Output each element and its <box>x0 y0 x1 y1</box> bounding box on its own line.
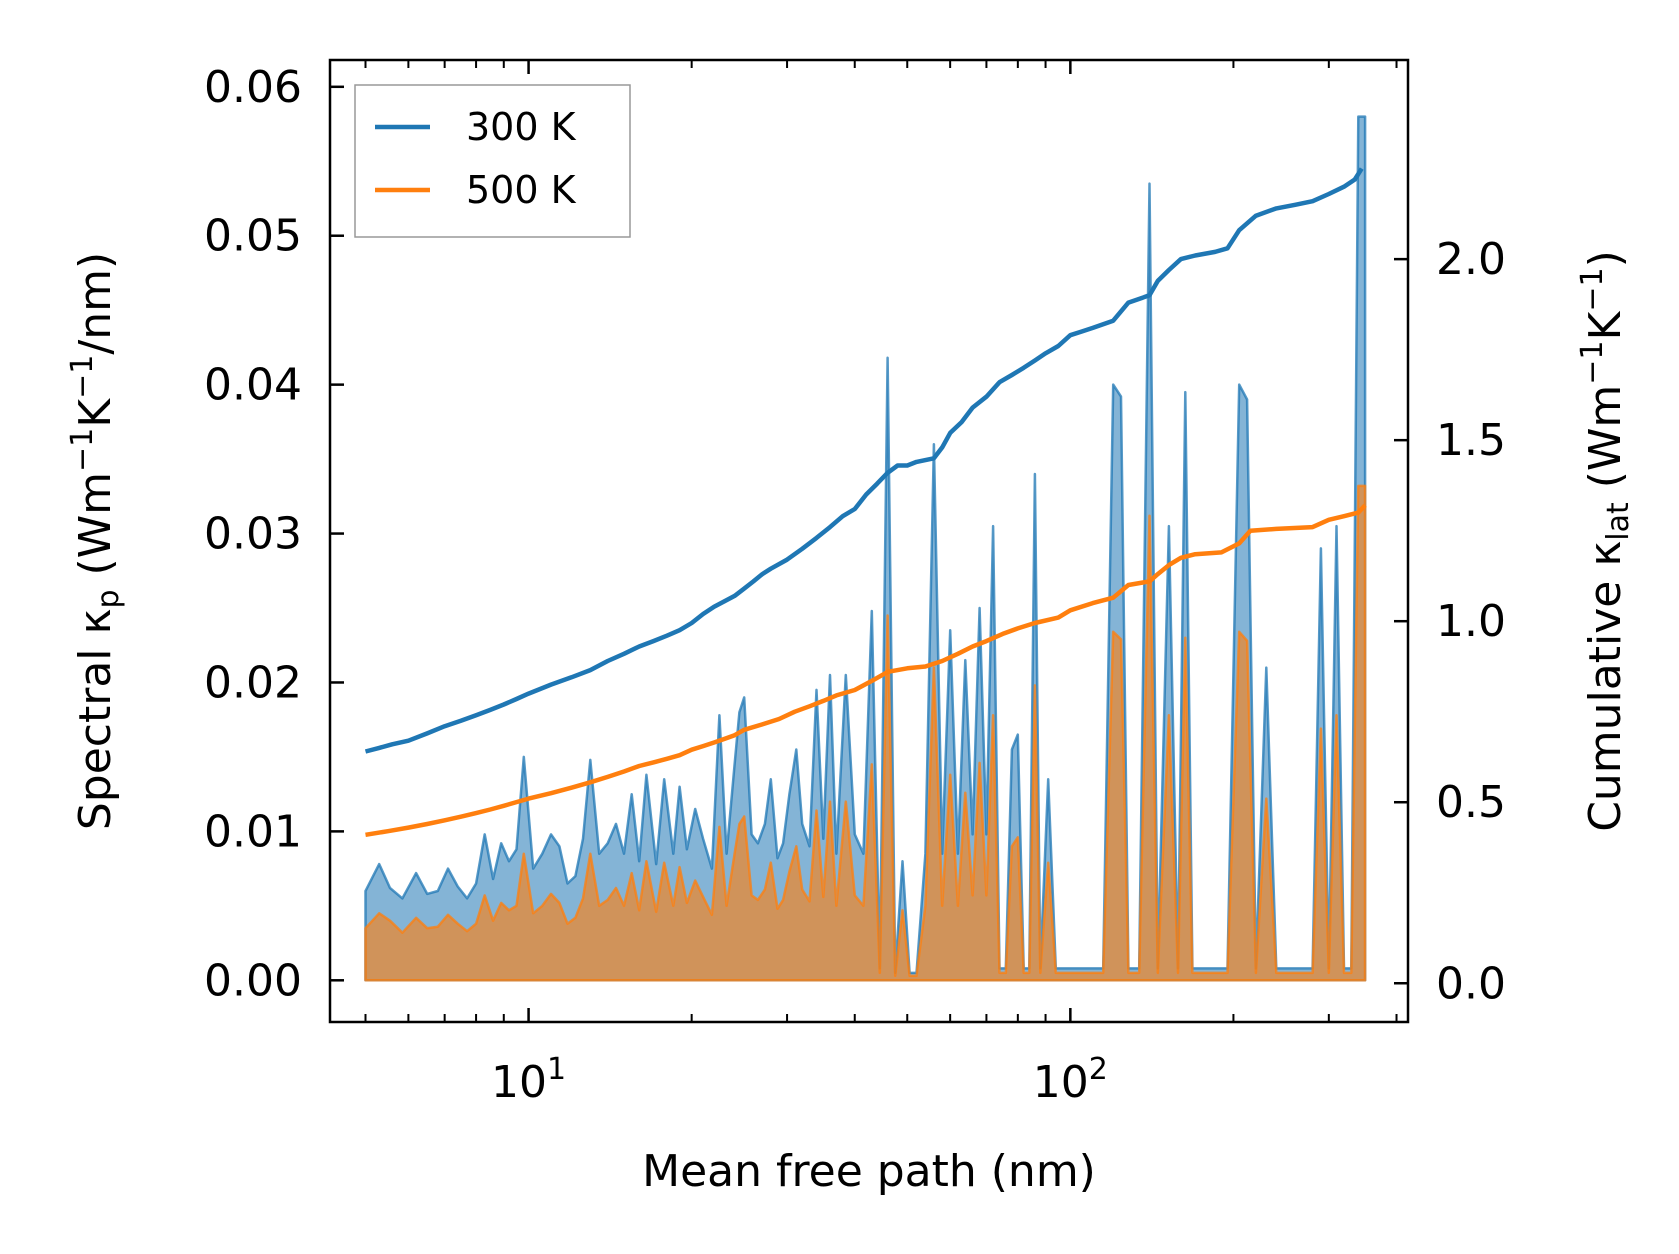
x-tick-label-exp: 1 <box>547 1052 566 1087</box>
y-left-title-sub: p <box>91 590 126 609</box>
spectral-area-500k <box>364 484 1367 982</box>
y-right-title-mid: K <box>1580 310 1631 340</box>
y-left-title-units-post: /nm) <box>70 252 121 355</box>
y-left-title-units-pre: (Wm <box>70 472 121 576</box>
legend-label-300k: 300 K <box>466 105 577 149</box>
axis-ticks: 101 1020.000.010.020.030.040.050.060.00.5… <box>204 60 1506 1108</box>
y-left-tick-label: 0.03 <box>204 509 302 560</box>
legend: 300 K 500 K <box>354 84 631 238</box>
x-tick-label: 101 <box>491 1052 566 1108</box>
y-right-title-sub: lat <box>1601 502 1636 541</box>
y-left-axis-title: Spectral κp (Wm−1K−1/nm) <box>65 252 126 830</box>
y-right-title-exp2: −1 <box>1575 267 1610 311</box>
legend-label-500k: 500 K <box>466 168 577 212</box>
cumulative-line-500k <box>365 503 1367 838</box>
y-right-tick-label: 2.0 <box>1436 234 1506 285</box>
x-tick-label-exp: 2 <box>1089 1052 1108 1087</box>
y-left-title-base: Spectral κ <box>70 609 121 831</box>
cumulative-line-300k <box>364 167 1364 754</box>
x-axis-title: Mean free path (nm) <box>642 1146 1096 1197</box>
y-left-tick-label: 0.06 <box>204 62 302 113</box>
y-right-title-units-pre: (Wm <box>1580 385 1631 489</box>
y-right-tick-label: 0.0 <box>1436 958 1506 1009</box>
y-left-tick-label: 0.04 <box>204 360 302 411</box>
x-tick-label: 102 <box>1033 1052 1108 1108</box>
plot-area <box>364 115 1367 982</box>
y-left-title-mid: K <box>70 398 121 428</box>
y-left-tick-label: 0.01 <box>204 806 302 857</box>
y-right-title-exp1: −1 <box>1575 340 1610 384</box>
x-tick-label-base: 10 <box>491 1057 547 1108</box>
y-right-tick-label: 0.5 <box>1436 777 1506 828</box>
y-right-tick-label: 1.5 <box>1436 415 1506 466</box>
y-right-axis-title: Cumulative κlat (Wm−1K−1) <box>1575 250 1636 832</box>
y-left-title-exp2: −1 <box>65 355 100 399</box>
y-right-tick-label: 1.0 <box>1436 596 1506 647</box>
y-right-title-units-post: ) <box>1580 250 1631 267</box>
y-left-tick-label: 0.02 <box>204 657 302 708</box>
y-left-title-exp1: −1 <box>65 428 100 472</box>
y-left-tick-label: 0.05 <box>204 211 302 262</box>
legend-frame <box>354 84 631 238</box>
axes-frame <box>328 58 1410 1024</box>
x-tick-label-base: 10 <box>1033 1057 1089 1108</box>
y-left-tick-label: 0.00 <box>204 955 302 1006</box>
y-right-title-base: Cumulative κ <box>1580 541 1631 832</box>
